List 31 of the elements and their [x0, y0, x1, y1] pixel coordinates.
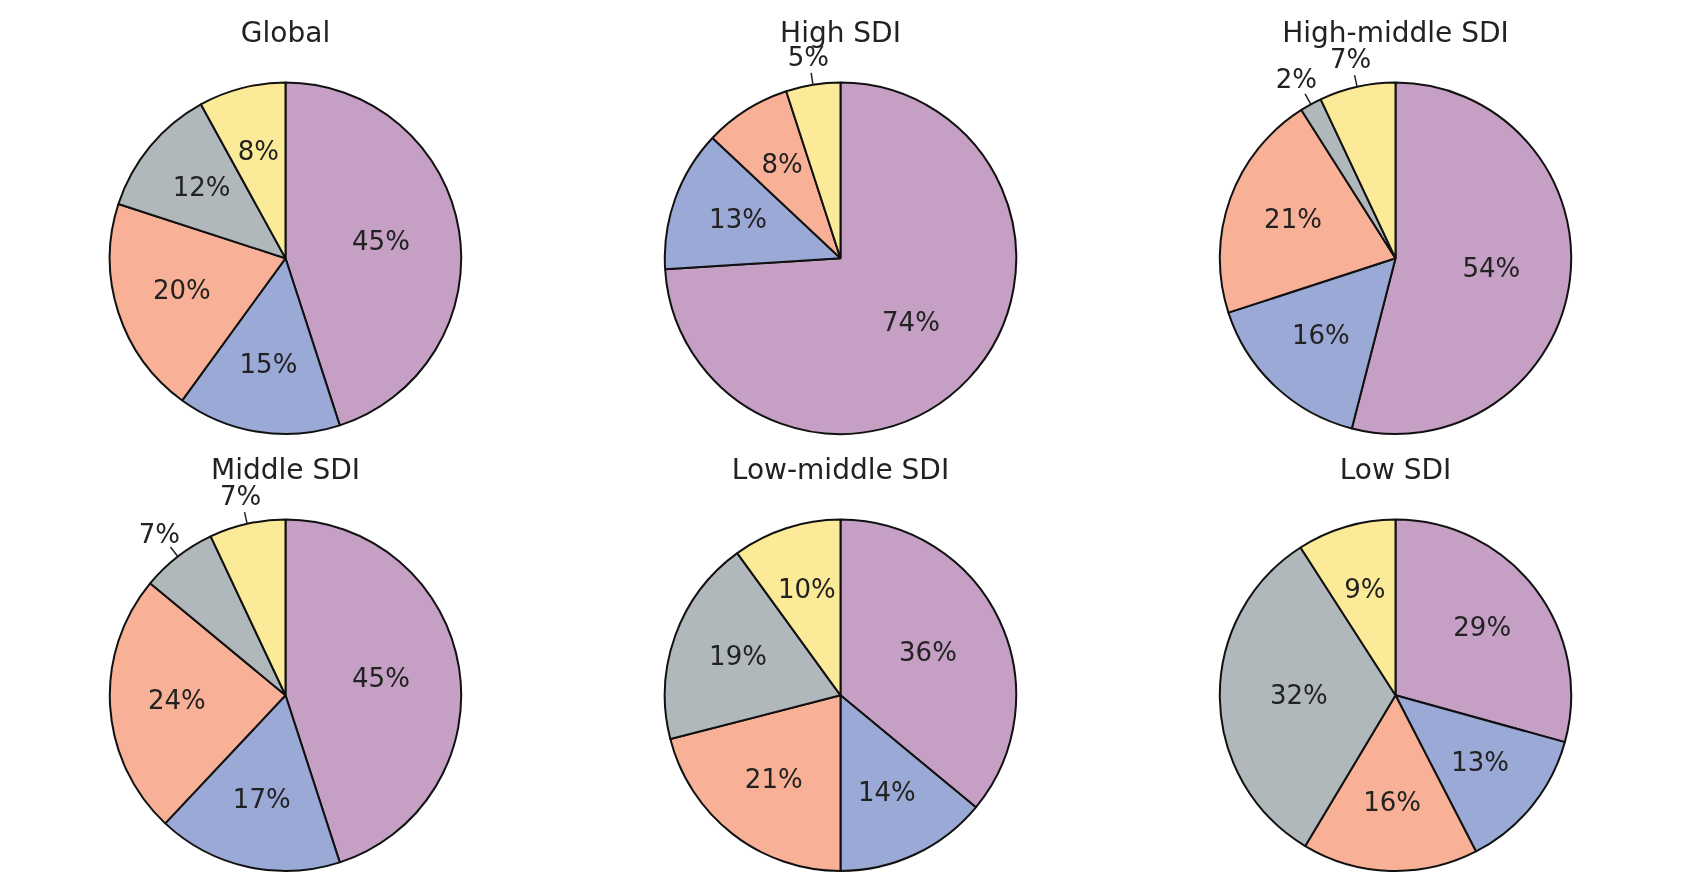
data-label: 19% [709, 641, 767, 672]
data-label: 8% [761, 149, 803, 180]
chart-title: Global [240, 16, 331, 50]
data-label: 45% [352, 662, 410, 693]
chart-title: Low SDI [1339, 453, 1452, 487]
data-label: 17% [232, 784, 291, 815]
data-label: 13% [709, 204, 767, 235]
chart-title: Low-middle SDI [731, 453, 950, 487]
data-label: 24% [147, 684, 206, 715]
data-label: 32% [1269, 679, 1328, 710]
data-label: 16% [1363, 786, 1421, 817]
data-label: 8% [237, 135, 280, 166]
data-label: 9% [1344, 573, 1386, 604]
data-label: 13% [1451, 746, 1509, 777]
data-label: 7% [1330, 44, 1372, 75]
data-label: 7% [220, 481, 262, 512]
data-label: 54% [1462, 253, 1521, 284]
data-label: 21% [744, 764, 803, 795]
data-label: 21% [1264, 204, 1322, 235]
data-label: 7% [138, 518, 181, 549]
data-label: 10% [777, 574, 836, 605]
data-label: 29% [1453, 612, 1512, 643]
data-label: 45% [352, 225, 410, 256]
data-label: 16% [1292, 320, 1350, 351]
data-label: 2% [1275, 64, 1318, 95]
data-label: 74% [882, 307, 940, 338]
data-label: 20% [153, 274, 211, 305]
data-label: 15% [239, 348, 298, 379]
data-label: 12% [172, 171, 231, 202]
data-label: 14% [857, 776, 916, 807]
data-label: 36% [899, 636, 957, 667]
